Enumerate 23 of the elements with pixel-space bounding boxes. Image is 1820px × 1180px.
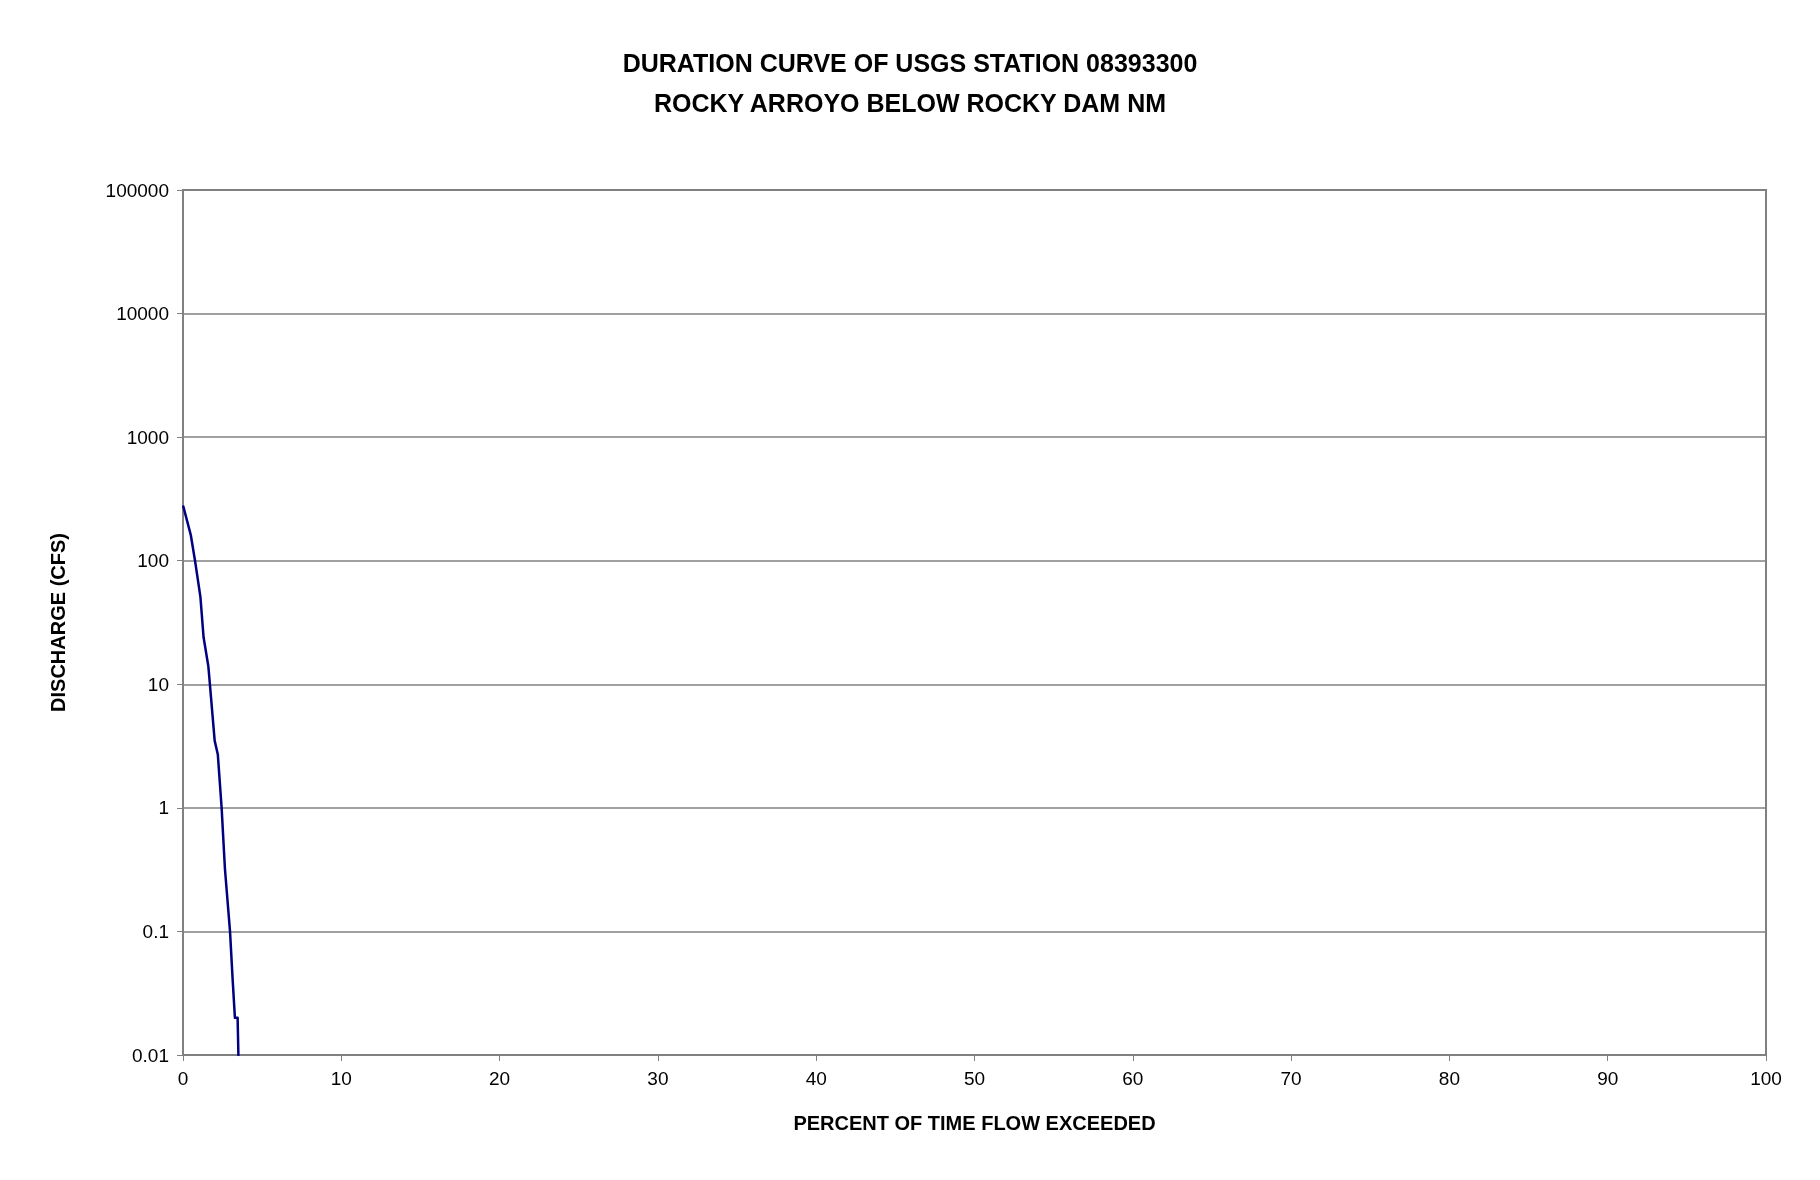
x-tick-label: 100 bbox=[1750, 1068, 1782, 1089]
chart-title: DURATION CURVE OF USGS STATION 08393300 ROCKY ARROYO BELOW ROCKY DAM NM bbox=[622, 49, 1198, 117]
x-tick-label: 80 bbox=[1438, 1068, 1460, 1089]
y-tick-label: 0.1 bbox=[142, 920, 169, 942]
y-tick-label: 100 bbox=[137, 550, 169, 572]
x-tick-label: 70 bbox=[1280, 1068, 1302, 1089]
y-tick-label: 1 bbox=[158, 797, 169, 819]
x-tick-label: 40 bbox=[805, 1068, 827, 1089]
x-axis-title: PERCENT OF TIME FLOW EXCEEDED bbox=[793, 1112, 1156, 1134]
x-tick-label: 10 bbox=[330, 1068, 352, 1089]
y-tick-label: 1000 bbox=[126, 426, 169, 448]
x-tick-label: 60 bbox=[1122, 1068, 1144, 1089]
x-tick-label: 20 bbox=[489, 1068, 511, 1089]
y-axis-title: DISCHARGE (CFS) bbox=[47, 533, 69, 712]
x-tick-label: 90 bbox=[1597, 1068, 1619, 1089]
y-tick-label: 10 bbox=[147, 673, 169, 695]
y-tick-label: 100000 bbox=[105, 179, 169, 201]
x-tick-label: 30 bbox=[647, 1068, 669, 1089]
line-series bbox=[182, 505, 240, 1057]
x-tick-label: 0 bbox=[177, 1068, 189, 1089]
y-tick-label: 10000 bbox=[116, 303, 169, 325]
x-tick-label: 50 bbox=[963, 1068, 986, 1089]
y-tick-label: 0.01 bbox=[132, 1044, 169, 1066]
